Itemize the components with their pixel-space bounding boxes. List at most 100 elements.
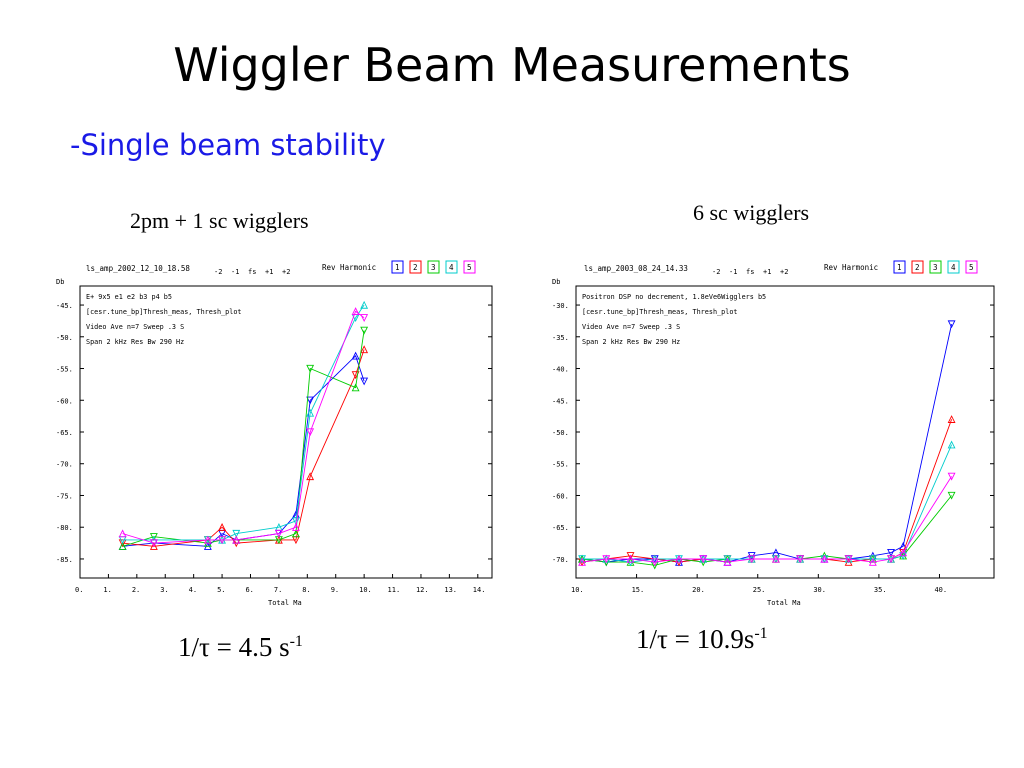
harmonic-box	[391, 260, 404, 274]
data-point-marker	[626, 554, 635, 563]
x-axis-label: Total Ma	[767, 599, 801, 607]
harmonic-box	[409, 260, 422, 274]
left-chart: ls_amp_2002_12_10_18.58 -2 -1 fs +1 +2 Rev Har…	[56, 260, 493, 607]
legend-symbol-label: +1	[763, 268, 771, 276]
harmonic-box	[929, 260, 942, 274]
y-tick-label: -80.	[56, 524, 73, 532]
chart-header-label: ls_amp_2002_12_10_18.58	[86, 264, 190, 273]
legend-symbol-label: +1	[265, 268, 273, 276]
x-tick-label: 4.	[189, 586, 197, 594]
x-tick-label: 12.	[416, 586, 429, 594]
legend-symbol-label: -2	[712, 268, 720, 276]
x-tick-label: 3.	[160, 586, 168, 594]
y-tick-label: -85.	[56, 556, 73, 564]
y-tick-label: -65.	[56, 429, 73, 437]
right-formula-exponent: -1	[754, 625, 768, 642]
x-tick-label: 8.	[302, 586, 310, 594]
data-point-marker	[306, 364, 315, 373]
data-point-marker	[351, 383, 360, 392]
data-point-marker	[306, 428, 315, 437]
y-tick-label: -70.	[552, 556, 569, 564]
data-point-marker	[602, 555, 611, 564]
data-point-marker	[887, 548, 895, 557]
harmonic-box-label: 1	[395, 263, 400, 272]
y-tick-label: -65.	[552, 524, 569, 532]
harmonic-box	[947, 260, 960, 274]
data-point-marker	[650, 558, 659, 567]
series-line-5	[122, 310, 365, 544]
x-tick-label: 40.	[934, 586, 947, 594]
data-point-marker	[947, 440, 956, 449]
data-point-marker	[820, 554, 829, 563]
harmonic-box-label: 3	[933, 263, 938, 272]
info-line-text: Video Ave n=7 Sweep .3 S	[86, 323, 184, 331]
right-chart: ls_amp_2003_08_24_14.33 -2 -1 fs +1 +2 Rev Har…	[552, 260, 995, 607]
data-point-marker	[723, 555, 732, 564]
harmonic-box	[463, 260, 476, 274]
legend-symbol-label: -1	[231, 268, 239, 276]
slide-title: Wiggler Beam Measurements	[173, 38, 851, 92]
right-caption: 6 sc wigglers	[693, 200, 810, 225]
info-line-text: Positron DSP no decrement, 1.8eVe6Wiggle…	[582, 293, 766, 301]
y-tick-label: -30.	[552, 302, 569, 310]
data-point-marker	[203, 535, 212, 544]
series-line-4	[122, 304, 365, 541]
data-point-marker	[360, 300, 369, 309]
data-point-marker	[351, 307, 360, 316]
slide-subtitle: -Single beam stability	[70, 128, 386, 162]
data-point-marker	[947, 472, 956, 481]
harmonic-box-label: 1	[897, 263, 902, 272]
data-point-marker	[218, 536, 226, 545]
x-axis-label: Total Ma	[268, 599, 302, 607]
info-line-text: [cesr.tune_bp]Thresh_meas, Thresh_plot	[582, 308, 738, 316]
data-point-marker	[578, 555, 586, 564]
data-point-marker	[292, 517, 300, 526]
x-tick-label: 0.	[75, 586, 83, 594]
info-line-text: Span 2 kHz Res Bw 290 Hz	[582, 338, 680, 346]
left-formula: 1/τ = 4.5 s-1	[178, 632, 303, 663]
data-point-marker	[796, 555, 805, 564]
x-tick-label: 20.	[692, 586, 705, 594]
x-tick-label: 25.	[753, 586, 766, 594]
x-tick-label: 30.	[813, 586, 826, 594]
series-line-1	[582, 324, 953, 563]
right-formula-text: 1/τ = 10.9s	[636, 624, 755, 654]
data-point-marker	[699, 555, 708, 564]
harmonic-box	[893, 260, 906, 274]
harmonic-label: Rev Harmonic	[824, 263, 878, 272]
data-point-marker	[360, 326, 369, 335]
x-tick-label: 14.	[473, 586, 486, 594]
harmonic-box-label: 3	[431, 263, 436, 272]
y-tick-label: -75.	[56, 492, 73, 500]
y-tick-label: -55.	[56, 366, 73, 374]
data-point-marker	[232, 529, 241, 538]
data-point-marker	[149, 542, 158, 550]
y-tick-label: -35.	[552, 334, 569, 342]
left-formula-exponent: -1	[289, 633, 303, 650]
x-tick-label: 9.	[331, 586, 339, 594]
data-point-marker	[118, 542, 127, 550]
harmonic-box	[427, 260, 440, 274]
data-point-marker	[306, 472, 315, 481]
x-tick-label: 11.	[388, 586, 401, 594]
harmonic-box	[965, 260, 978, 274]
harmonic-label: Rev Harmonic	[322, 263, 376, 272]
series-line-4	[582, 444, 953, 563]
harmonic-box-label: 5	[467, 263, 472, 272]
data-point-marker	[844, 555, 853, 564]
data-point-marker	[218, 523, 226, 531]
legend-symbol-label: fs	[248, 268, 256, 276]
legend-symbol-label: +2	[282, 268, 290, 276]
y-tick-label: -50.	[56, 334, 73, 342]
data-point-marker	[626, 552, 635, 560]
data-point-marker	[149, 539, 158, 548]
y-tick-label: -60.	[56, 397, 73, 405]
info-line-text: Span 2 kHz Res Bw 290 Hz	[86, 338, 184, 346]
y-tick-label: -40.	[552, 366, 569, 374]
data-point-marker	[887, 555, 895, 564]
left-formula-text: 1/τ = 4.5 s	[178, 632, 290, 662]
data-point-marker	[723, 557, 732, 566]
y-tick-label: -60.	[552, 492, 569, 500]
x-tick-label: 10.	[571, 586, 584, 594]
y-tick-label: -55.	[552, 461, 569, 469]
